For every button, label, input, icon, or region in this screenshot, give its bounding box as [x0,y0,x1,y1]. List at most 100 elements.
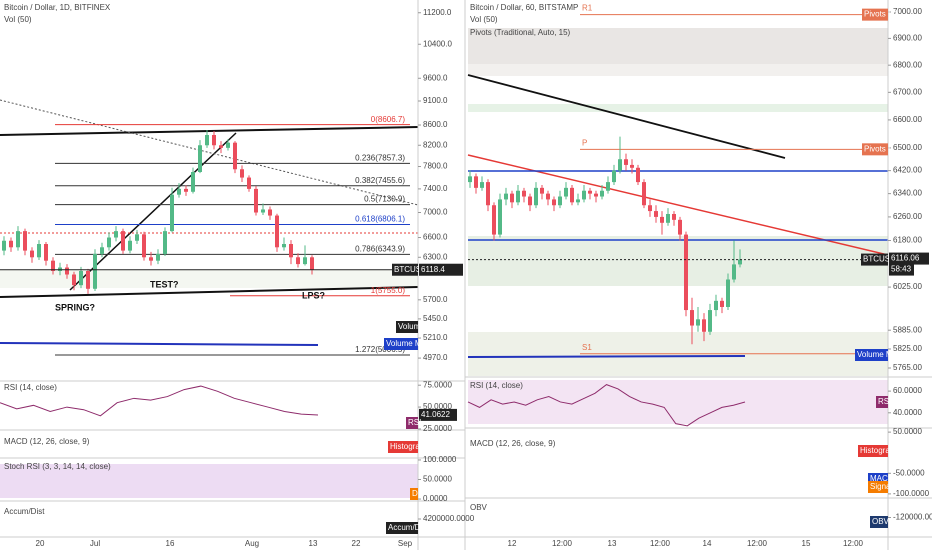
y-tick-label: 5450.0 [423,314,448,323]
chart-title: Bitcoin / Dollar, 1D, BITFINEX [4,3,111,12]
candle-body [570,187,574,203]
candle-body [540,187,544,194]
stoch-band [0,464,418,498]
candle-body [672,213,676,220]
pane-title: MACD (12, 26, close, 9) [4,437,90,446]
y-tick-label: 8200.0 [423,140,448,149]
y-tick-label: -120000.0000 [893,513,932,522]
macd-tag: Signal [870,482,892,491]
y-tick-label: 40.0000 [893,408,922,417]
countdown-badge: 58:43 [891,265,912,274]
candle-body [588,190,592,194]
fib-label: 1.272(5006.5) [355,345,405,354]
candle-body [128,240,132,251]
rsi-line [467,384,746,427]
candle-body [492,205,496,235]
candle-body [198,145,202,173]
candle-body [65,267,69,275]
y-tick-label: 6340.00 [893,189,922,198]
candle-body [107,237,111,248]
symbol-badge-bg [392,263,418,276]
macd-tag-bg [868,481,888,493]
fib-label: 0.5(7130.9) [364,195,405,204]
fib-label: 0(8606.7) [371,115,406,124]
x-tick-label: 13 [608,539,617,548]
candle-body [142,234,146,258]
pivot-name: P [582,138,587,147]
candle-body [654,211,658,217]
candle-body [121,231,125,251]
candle-body [254,188,258,213]
pane-title: RSI (14, close) [4,383,57,392]
candle-body [86,271,90,289]
pivot-badge-bg [862,143,888,156]
range-zone [0,270,418,288]
candle-body [30,250,34,258]
y-tick-label: 6600.00 [893,115,922,124]
y-tick-label: 11200.0 [423,8,452,17]
candle-body [720,300,724,307]
candle-body [468,176,472,183]
candle-body [726,279,730,307]
candle-body [522,190,526,197]
candle-body [268,209,272,216]
y-tick-label: 5825.00 [893,344,922,353]
y-tick-label: 6420.00 [893,166,922,175]
rsi-badge-bg [419,408,457,421]
price-badge: 6118.4 [421,265,445,274]
candle-body [149,257,153,261]
trendline [69,132,237,291]
candle-body [666,213,670,223]
y-tick-label: 7400.0 [423,184,448,193]
macd-tag: Histogram [860,446,897,455]
candle-body [79,271,83,286]
y-tick-label: 8600.0 [423,120,448,129]
candle-body [184,188,188,192]
vol-label: Vol (50) [470,15,498,24]
pane-title: OBV [470,503,488,512]
y-tick-label: 9100.0 [423,96,448,105]
candle-body [2,240,6,251]
candle-body [289,244,293,258]
price-badge-bg [419,263,463,276]
symbol-badge: BTCUSD [394,265,427,274]
candle-body [714,300,718,311]
candle-body [37,244,41,258]
candle-body [630,164,634,168]
fib-label: 0.618(6806.1) [355,215,405,224]
annotation: SPRING? [55,302,95,312]
macd-tag: Histogram [390,442,427,451]
pane-title: Stoch RSI (3, 3, 14, 14, close) [4,462,111,471]
candle-body [528,196,532,206]
candle-body [486,182,490,206]
y-tick-label: 6180.00 [893,236,922,245]
y-tick-label: 5700.0 [423,295,448,304]
candle-body [163,231,167,254]
candle-body [261,209,265,213]
x-tick-label: 12 [508,539,517,548]
candle-body [546,193,550,200]
y-tick-label: 9600.0 [423,73,448,82]
candle-body [696,319,700,326]
trendline [467,74,786,159]
annotation: LPS? [302,290,325,300]
y-tick-label: 60.0000 [893,386,922,395]
candle-body [177,188,181,195]
y-tick-label: 6600.0 [423,233,448,242]
candle-body [219,145,223,148]
candle-body [205,135,209,146]
pane-title: MACD (12, 26, close, 9) [470,439,556,448]
y-tick-label: 50.0000 [423,475,452,484]
vol-label: Vol (50) [4,15,32,24]
legend-badge: Volume MA [857,350,899,359]
candle-body [16,231,20,248]
y-tick-label: 6300.0 [423,252,448,261]
candle-body [636,167,640,183]
volume-ma [467,355,746,358]
x-tick-label: Sep [398,539,413,548]
candle-body [247,177,251,189]
rsi-tag-bg [876,396,888,408]
candle-body [296,257,300,265]
trendline [0,286,419,298]
rsi-line [0,385,319,417]
